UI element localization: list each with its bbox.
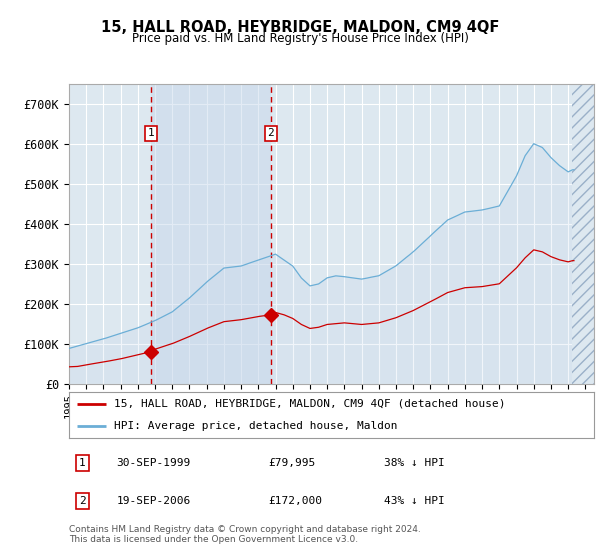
15, HALL ROAD, HEYBRIDGE, MALDON, CM9 4QF (detached house) [137,351,145,357]
Text: 2: 2 [268,128,274,138]
HPI: Average price, detached house, Maldon: (2.02e+03, 5.35e+05): Average price, detached house, Maldon: (… [571,166,578,173]
HPI: Average price, detached house, Maldon: (2.02e+03, 6.01e+05): Average price, detached house, Maldon: (… [530,141,538,147]
15, HALL ROAD, HEYBRIDGE, MALDON, CM9 4QF (detached house) [431,296,439,303]
Text: 38% ↓ HPI: 38% ↓ HPI [384,458,445,468]
Text: 15, HALL ROAD, HEYBRIDGE, MALDON, CM9 4QF: 15, HALL ROAD, HEYBRIDGE, MALDON, CM9 4Q… [101,20,499,35]
Line: HPI: Average price, detached house, Maldon: HPI: Average price, detached house, Mald… [69,144,574,348]
15, HALL ROAD, HEYBRIDGE, MALDON, CM9 4QF (detached house) [503,274,510,281]
Text: 15, HALL ROAD, HEYBRIDGE, MALDON, CM9 4QF (detached house): 15, HALL ROAD, HEYBRIDGE, MALDON, CM9 4Q… [113,399,505,409]
Bar [151,84,271,384]
15, HALL ROAD, HEYBRIDGE, MALDON, CM9 4QF (detached house) [131,352,139,359]
15, HALL ROAD, HEYBRIDGE, MALDON, CM9 4QF (detached house) [571,257,578,264]
Text: Price paid vs. HM Land Registry's House Price Index (HPI): Price paid vs. HM Land Registry's House … [131,32,469,45]
Text: £172,000: £172,000 [269,496,323,506]
Text: HPI: Average price, detached house, Maldon: HPI: Average price, detached house, Mald… [113,421,397,431]
15, HALL ROAD, HEYBRIDGE, MALDON, CM9 4QF (detached house) [530,246,538,253]
Text: 19-SEP-2006: 19-SEP-2006 [116,496,191,506]
HPI: Average price, detached house, Maldon: (2e+03, 1.37e+05): Average price, detached house, Maldon: (… [131,325,139,332]
Text: 30-SEP-1999: 30-SEP-1999 [116,458,191,468]
Text: 43% ↓ HPI: 43% ↓ HPI [384,496,445,506]
Bar [572,84,594,384]
Text: £79,995: £79,995 [269,458,316,468]
HPI: Average price, detached house, Maldon: (2e+03, 8.8e+04): Average price, detached house, Maldon: (… [65,345,73,352]
15, HALL ROAD, HEYBRIDGE, MALDON, CM9 4QF (detached house) [344,320,351,326]
15, HALL ROAD, HEYBRIDGE, MALDON, CM9 4QF (detached house) [65,363,73,370]
HPI: Average price, detached house, Maldon: (2.01e+03, 2.64e+05): Average price, detached house, Maldon: (… [362,275,370,282]
HPI: Average price, detached house, Maldon: (2e+03, 1.43e+05): Average price, detached house, Maldon: (… [137,323,145,330]
HPI: Average price, detached house, Maldon: (2.01e+03, 2.67e+05): Average price, detached house, Maldon: (… [344,274,351,281]
Text: 1: 1 [148,128,154,138]
Text: Contains HM Land Registry data © Crown copyright and database right 2024.
This d: Contains HM Land Registry data © Crown c… [69,525,421,544]
Text: 2: 2 [79,496,86,506]
15, HALL ROAD, HEYBRIDGE, MALDON, CM9 4QF (detached house) [362,321,370,328]
Text: 1: 1 [79,458,86,468]
HPI: Average price, detached house, Maldon: (2.02e+03, 3.8e+05): Average price, detached house, Maldon: (… [431,228,439,235]
HPI: Average price, detached house, Maldon: (2.02e+03, 4.76e+05): Average price, detached house, Maldon: (… [503,190,510,197]
Line: 15, HALL ROAD, HEYBRIDGE, MALDON, CM9 4QF (detached house): 15, HALL ROAD, HEYBRIDGE, MALDON, CM9 4Q… [69,250,574,367]
